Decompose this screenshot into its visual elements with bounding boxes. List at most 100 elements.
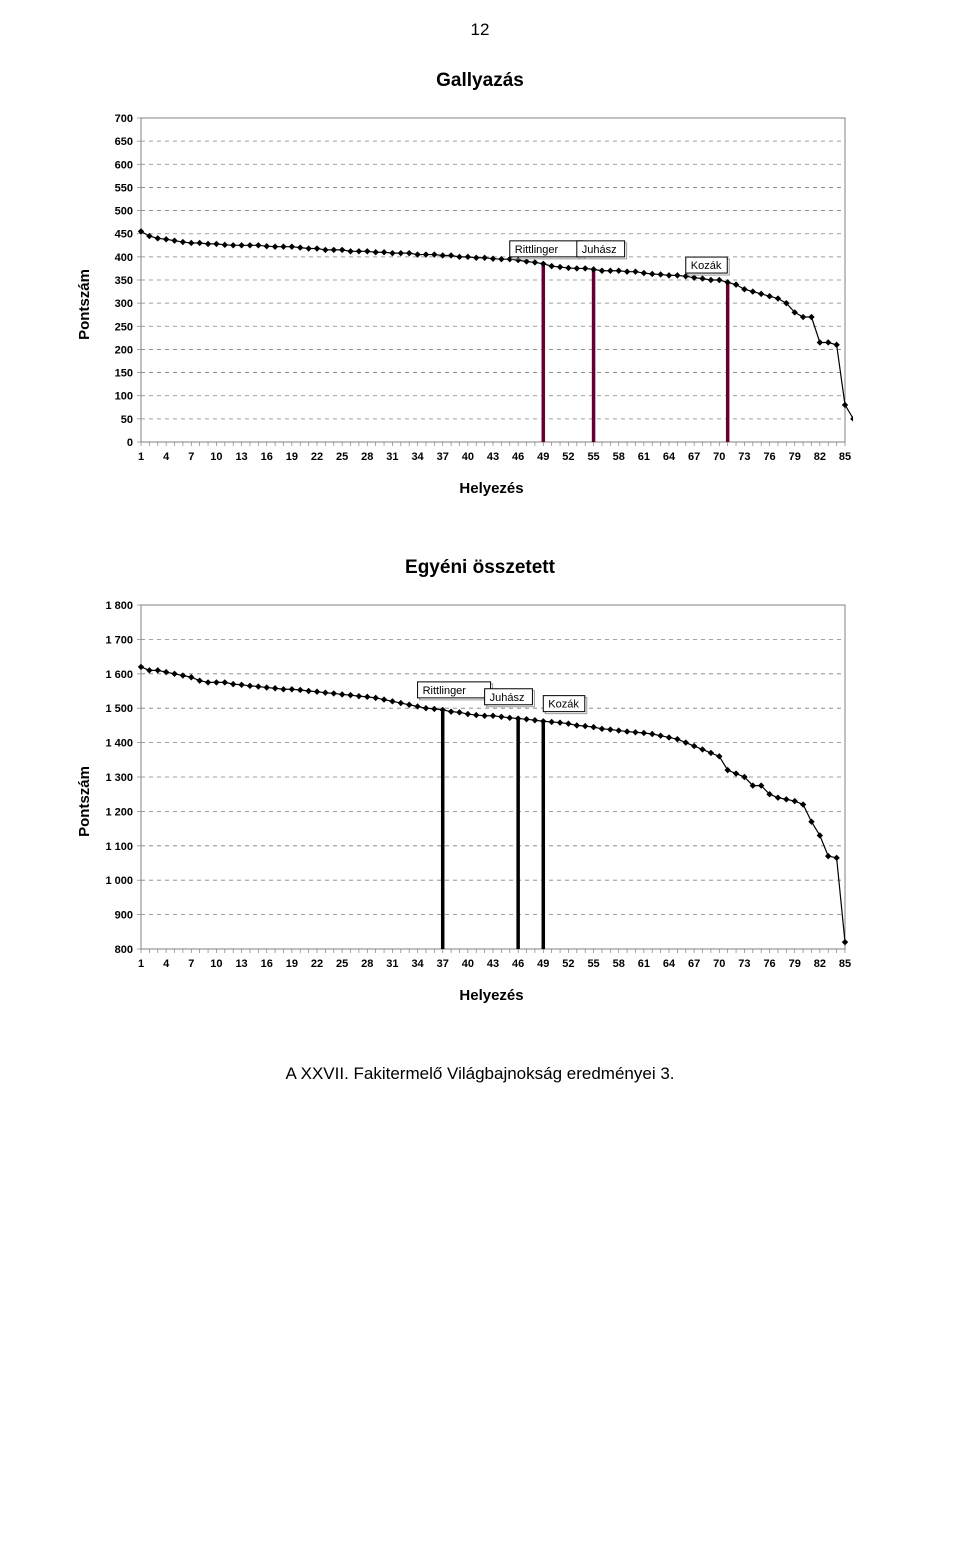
- svg-text:64: 64: [663, 451, 676, 463]
- svg-text:Juhász: Juhász: [582, 244, 617, 256]
- svg-text:64: 64: [663, 958, 676, 970]
- svg-text:49: 49: [537, 958, 549, 970]
- svg-text:70: 70: [713, 958, 725, 970]
- chart2-title: Egyéni összetett: [70, 557, 890, 579]
- svg-text:43: 43: [487, 451, 499, 463]
- svg-text:13: 13: [235, 451, 247, 463]
- svg-text:1 100: 1 100: [105, 841, 133, 853]
- svg-text:7: 7: [188, 451, 194, 463]
- svg-text:43: 43: [487, 958, 499, 970]
- svg-text:1 300: 1 300: [105, 772, 133, 784]
- svg-text:300: 300: [115, 298, 133, 310]
- svg-text:Rittlinger: Rittlinger: [515, 244, 559, 256]
- svg-text:600: 600: [115, 159, 133, 171]
- svg-text:Juhász: Juhász: [490, 692, 525, 704]
- page-number: 12: [0, 20, 960, 40]
- svg-text:450: 450: [115, 229, 133, 241]
- svg-text:55: 55: [587, 451, 599, 463]
- svg-text:1 200: 1 200: [105, 806, 133, 818]
- svg-text:46: 46: [512, 958, 524, 970]
- svg-text:76: 76: [763, 451, 775, 463]
- svg-text:10: 10: [210, 451, 222, 463]
- svg-text:40: 40: [462, 958, 474, 970]
- svg-text:34: 34: [411, 958, 424, 970]
- svg-text:1 700: 1 700: [105, 634, 133, 646]
- svg-text:28: 28: [361, 451, 373, 463]
- svg-text:58: 58: [613, 451, 625, 463]
- svg-text:67: 67: [688, 958, 700, 970]
- svg-text:150: 150: [115, 368, 133, 380]
- svg-text:13: 13: [235, 958, 247, 970]
- svg-text:85: 85: [839, 958, 851, 970]
- svg-text:37: 37: [437, 958, 449, 970]
- svg-text:700: 700: [115, 113, 133, 125]
- svg-text:55: 55: [587, 958, 599, 970]
- chart2-ylabel: Pontszám: [70, 766, 93, 837]
- svg-text:1 000: 1 000: [105, 875, 133, 887]
- chart1-inner: Pontszám 0 50 100 150 200 250 300 350 400 450 500 5…: [70, 112, 890, 497]
- svg-text:67: 67: [688, 451, 700, 463]
- chart2-xlabel: Helyezés: [93, 987, 890, 1004]
- svg-text:73: 73: [738, 958, 750, 970]
- svg-text:25: 25: [336, 958, 348, 970]
- svg-text:73: 73: [738, 451, 750, 463]
- svg-text:350: 350: [115, 275, 133, 287]
- svg-text:58: 58: [613, 958, 625, 970]
- chart2-inner: Pontszám 800 900 1 000 1 100 1 200 1 300 1 400…: [70, 599, 890, 1004]
- svg-text:34: 34: [411, 451, 424, 463]
- svg-text:82: 82: [814, 451, 826, 463]
- chart1-ylabel: Pontszám: [70, 269, 93, 340]
- svg-text:46: 46: [512, 451, 524, 463]
- chart1-xlabel: Helyezés: [93, 480, 890, 497]
- svg-text:Kozák: Kozák: [691, 260, 722, 272]
- svg-text:85: 85: [839, 451, 851, 463]
- svg-text:1 600: 1 600: [105, 669, 133, 681]
- chart-egyeni-osszetett: Egyéni összetett Pontszám 800 900 1 000 1 1…: [70, 557, 890, 1004]
- svg-text:1: 1: [138, 958, 144, 970]
- svg-text:25: 25: [336, 451, 348, 463]
- svg-text:100: 100: [115, 391, 133, 403]
- svg-text:500: 500: [115, 206, 133, 218]
- chart1-svg: 0501001502002503003504004505005506006507…: [93, 112, 853, 472]
- svg-text:28: 28: [361, 958, 373, 970]
- footer-text: A XXVII. Fakitermelő Világbajnokság ered…: [0, 1064, 960, 1084]
- svg-text:79: 79: [789, 451, 801, 463]
- chart2-svg: 800 900 1 000 1 100 1 200 1 300 1 400 1 500 1 60…: [93, 599, 853, 979]
- svg-text:49: 49: [537, 451, 549, 463]
- svg-text:31: 31: [386, 958, 398, 970]
- svg-text:Rittlinger: Rittlinger: [423, 685, 467, 697]
- svg-text:900: 900: [115, 910, 133, 922]
- svg-text:4: 4: [163, 958, 170, 970]
- chart1-plot-wrap: 0501001502002503003504004505005506006507…: [93, 112, 890, 497]
- chart1-title: Gallyazás: [70, 70, 890, 92]
- svg-text:10: 10: [210, 958, 222, 970]
- chart-gallyazas: Gallyazás Pontszám 0 50 100 150 200 250 300 350…: [70, 70, 890, 497]
- svg-text:550: 550: [115, 182, 133, 194]
- svg-text:61: 61: [638, 451, 650, 463]
- svg-text:200: 200: [115, 344, 133, 356]
- svg-text:Kozák: Kozák: [548, 699, 579, 711]
- svg-text:7: 7: [188, 958, 194, 970]
- svg-text:4: 4: [163, 451, 170, 463]
- svg-text:19: 19: [286, 958, 298, 970]
- svg-text:0: 0: [127, 437, 133, 449]
- svg-text:40: 40: [462, 451, 474, 463]
- svg-text:1 400: 1 400: [105, 738, 133, 750]
- svg-text:1: 1: [138, 451, 144, 463]
- svg-text:800: 800: [115, 944, 133, 956]
- svg-text:19: 19: [286, 451, 298, 463]
- svg-text:79: 79: [789, 958, 801, 970]
- svg-text:16: 16: [261, 451, 273, 463]
- svg-text:400: 400: [115, 252, 133, 264]
- svg-text:76: 76: [763, 958, 775, 970]
- svg-text:50: 50: [121, 414, 133, 426]
- svg-text:52: 52: [562, 451, 574, 463]
- svg-text:37: 37: [437, 451, 449, 463]
- svg-text:1 500: 1 500: [105, 703, 133, 715]
- svg-text:70: 70: [713, 451, 725, 463]
- svg-text:16: 16: [261, 958, 273, 970]
- svg-text:31: 31: [386, 451, 398, 463]
- svg-text:1 800: 1 800: [105, 600, 133, 612]
- svg-text:52: 52: [562, 958, 574, 970]
- svg-text:250: 250: [115, 321, 133, 333]
